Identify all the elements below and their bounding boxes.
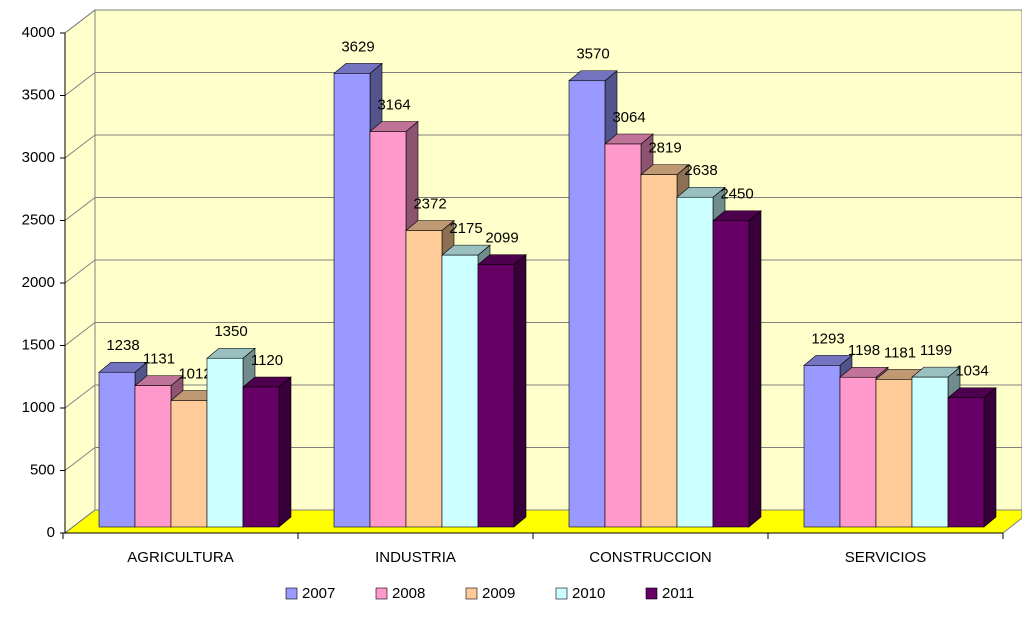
y-tick-label: 4000 (22, 24, 55, 41)
value-label: 1238 (106, 337, 139, 354)
bar-side (983, 387, 997, 528)
grid-line (64, 197, 96, 221)
bar-side (513, 253, 527, 528)
y-tick-label: 3500 (22, 86, 55, 103)
x-tick-label: AGRICULTURA (127, 549, 233, 566)
legend-swatch (555, 587, 568, 600)
value-label: 2099 (485, 230, 518, 247)
value-label: 2638 (684, 162, 717, 179)
value-label: 1120 (251, 352, 283, 369)
bar (242, 386, 280, 528)
value-label: 2372 (413, 195, 446, 212)
value-label: 1293 (811, 330, 844, 347)
bar (604, 143, 642, 528)
bar (568, 80, 606, 528)
bar (803, 365, 841, 528)
legend-label: 2008 (392, 585, 425, 602)
grid-line (64, 134, 96, 159)
bar (170, 400, 208, 528)
grid-line (64, 322, 96, 346)
y-tick-label: 1500 (22, 336, 55, 353)
value-label: 1350 (214, 323, 247, 340)
grid-line (64, 259, 96, 284)
legend-swatch (285, 587, 298, 600)
value-label: 1198 (848, 342, 880, 359)
legend-swatch (645, 587, 658, 600)
legend-label: 2007 (302, 585, 335, 602)
grid-line (64, 384, 96, 409)
value-label: 1131 (143, 351, 175, 368)
x-tick-label: SERVICIOS (845, 549, 926, 566)
bar (134, 385, 172, 528)
value-label: 3064 (612, 109, 645, 126)
bar (333, 73, 371, 528)
bar (98, 371, 136, 528)
y-tick-label: 1000 (22, 399, 55, 416)
legend-label: 2009 (482, 585, 515, 602)
bar (369, 131, 407, 528)
value-label: 3629 (341, 38, 374, 55)
grid-line (64, 9, 96, 34)
value-label: 1012 (178, 365, 211, 382)
bar (947, 397, 985, 528)
value-label: 2819 (648, 140, 681, 157)
bar-side (278, 376, 292, 528)
bar (676, 196, 714, 528)
value-label: 1034 (955, 363, 988, 380)
y-tick-label: 500 (30, 461, 55, 478)
bar (405, 230, 443, 528)
bar (839, 376, 877, 528)
legend-label: 2010 (572, 585, 605, 602)
y-tick-label: 0 (47, 524, 55, 541)
bar (875, 379, 913, 528)
x-tick-label: CONSTRUCCION (589, 549, 712, 566)
bar (206, 357, 244, 528)
bar (911, 376, 949, 528)
bar-side (748, 210, 762, 528)
y-tick-label: 3000 (22, 149, 55, 166)
bar (477, 264, 515, 528)
x-tick-label: INDUSTRIA (375, 549, 456, 566)
grid-line (64, 447, 96, 471)
value-label: 3570 (576, 46, 609, 63)
value-label: 1199 (920, 342, 952, 359)
value-label: 2175 (449, 220, 482, 237)
bar (640, 174, 678, 528)
legend-swatch (375, 587, 388, 600)
bar (712, 220, 750, 528)
grid-line (64, 72, 96, 96)
y-tick-label: 2000 (22, 274, 55, 291)
bar (441, 254, 479, 528)
value-label: 2450 (720, 186, 753, 203)
legend-swatch (465, 587, 478, 600)
value-label: 1181 (884, 344, 916, 361)
y-tick-label: 2500 (22, 211, 55, 228)
value-label: 3164 (377, 96, 410, 113)
legend-label: 2011 (662, 585, 694, 602)
grid-line (64, 509, 96, 534)
